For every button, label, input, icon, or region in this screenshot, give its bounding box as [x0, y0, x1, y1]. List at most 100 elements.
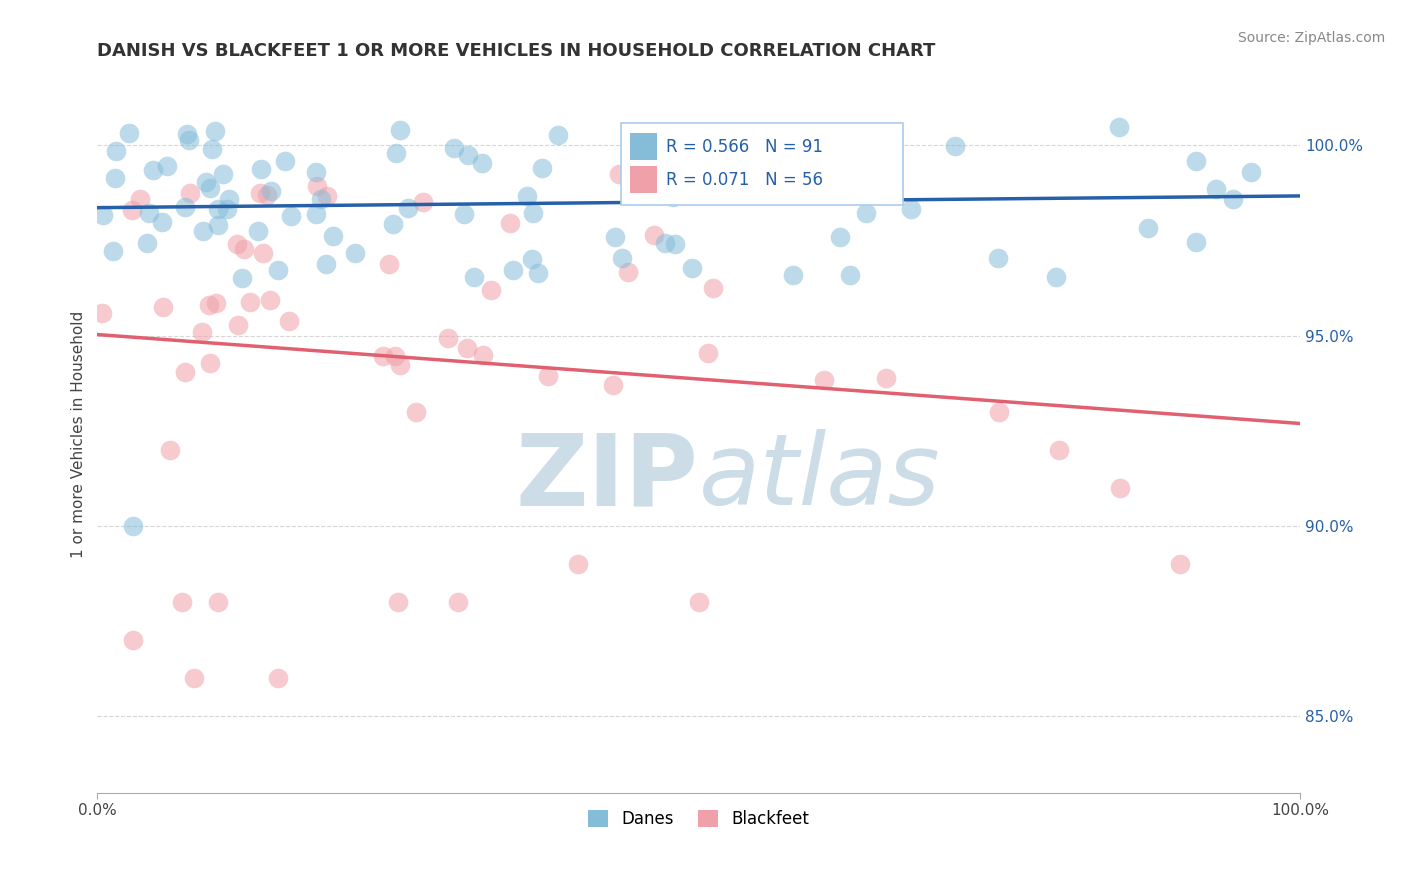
Danes	[1185, 153, 1208, 168]
Blackfeet	[602, 378, 624, 392]
Danes	[174, 200, 197, 214]
Bar	[630, 166, 657, 194]
Danes	[1108, 120, 1130, 135]
Danes	[311, 192, 333, 206]
Blackfeet	[456, 342, 478, 356]
Legend: Danes, Blackfeet: Danes, Blackfeet	[581, 803, 817, 834]
Danes	[1185, 235, 1208, 249]
Danes	[652, 178, 675, 193]
Danes	[520, 252, 543, 266]
Blackfeet	[537, 368, 560, 383]
Danes	[91, 208, 114, 222]
Danes	[142, 163, 165, 178]
Blackfeet	[437, 330, 460, 344]
Danes	[772, 139, 794, 153]
Danes	[315, 257, 337, 271]
Blackfeet	[129, 192, 152, 206]
Danes	[231, 271, 253, 285]
Blackfeet	[378, 257, 401, 271]
Text: Source: ZipAtlas.com: Source: ZipAtlas.com	[1237, 31, 1385, 45]
Danes	[212, 168, 235, 182]
Blackfeet	[252, 245, 274, 260]
Blackfeet	[499, 217, 522, 231]
Blackfeet	[225, 237, 247, 252]
Danes	[156, 159, 179, 173]
Blackfeet	[307, 178, 329, 193]
Danes	[700, 171, 723, 186]
Blackfeet	[384, 349, 406, 363]
Blackfeet	[179, 186, 201, 200]
Danes	[260, 184, 283, 198]
Danes	[384, 146, 406, 161]
Danes	[502, 263, 524, 277]
Danes	[135, 235, 157, 250]
Text: R = 0.071   N = 56: R = 0.071 N = 56	[666, 171, 823, 189]
Blackfeet	[152, 301, 174, 315]
Blackfeet	[91, 306, 114, 320]
Danes	[1240, 165, 1263, 179]
Blackfeet	[1168, 557, 1191, 571]
Danes	[471, 155, 494, 169]
Danes	[218, 192, 240, 206]
Danes	[201, 142, 224, 156]
Danes	[176, 128, 198, 142]
Blackfeet	[447, 595, 470, 609]
Danes	[118, 126, 141, 140]
Danes	[531, 161, 554, 175]
Danes	[215, 202, 238, 217]
Danes	[195, 175, 218, 189]
Blackfeet	[389, 358, 412, 372]
Danes	[721, 184, 744, 198]
Danes	[388, 123, 411, 137]
Y-axis label: 1 or more Vehicles in Household: 1 or more Vehicles in Household	[72, 311, 86, 558]
Blackfeet	[371, 349, 394, 363]
Danes	[515, 189, 537, 203]
Danes	[828, 230, 851, 244]
Blackfeet	[207, 595, 229, 609]
Danes	[1205, 181, 1227, 195]
Danes	[943, 138, 966, 153]
Danes	[695, 153, 717, 167]
Text: ZIP: ZIP	[516, 429, 699, 526]
Danes	[547, 128, 569, 142]
Text: R = 0.566   N = 91: R = 0.566 N = 91	[666, 137, 823, 156]
Danes	[249, 161, 271, 176]
Blackfeet	[198, 298, 221, 312]
Text: DANISH VS BLACKFEET 1 OR MORE VEHICLES IN HOUSEHOLD CORRELATION CHART: DANISH VS BLACKFEET 1 OR MORE VEHICLES I…	[97, 42, 936, 60]
Blackfeet	[205, 295, 228, 310]
Danes	[782, 268, 804, 282]
Blackfeet	[875, 371, 897, 385]
Danes	[103, 244, 125, 258]
Danes	[280, 209, 302, 223]
Blackfeet	[226, 318, 249, 332]
Danes	[382, 217, 405, 231]
Blackfeet	[988, 405, 1011, 419]
Blackfeet	[198, 355, 221, 369]
Danes	[605, 229, 627, 244]
Danes	[443, 141, 465, 155]
Danes	[247, 224, 270, 238]
Blackfeet	[277, 314, 299, 328]
Danes	[522, 206, 544, 220]
Danes	[453, 207, 475, 221]
Blackfeet	[256, 188, 278, 202]
Danes	[322, 229, 344, 244]
Danes	[752, 178, 775, 193]
Blackfeet	[267, 672, 290, 686]
Danes	[900, 202, 922, 216]
Blackfeet	[479, 283, 502, 297]
Danes	[855, 206, 877, 220]
Danes	[104, 144, 127, 158]
Danes	[122, 519, 145, 533]
Blackfeet	[1108, 481, 1130, 495]
Danes	[305, 165, 328, 179]
Danes	[527, 266, 550, 280]
Danes	[987, 251, 1010, 265]
Blackfeet	[688, 595, 710, 609]
Blackfeet	[567, 557, 589, 571]
Danes	[267, 263, 290, 277]
Bar	[630, 133, 657, 161]
Danes	[150, 215, 173, 229]
Danes	[838, 128, 860, 143]
Danes	[837, 145, 859, 159]
